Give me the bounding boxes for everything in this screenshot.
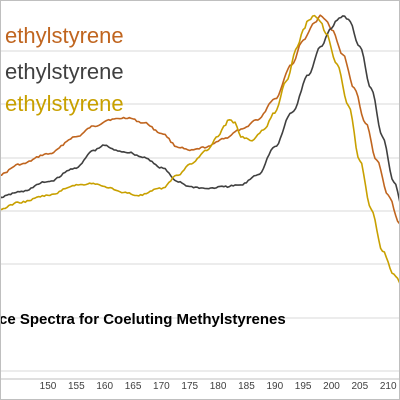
gridlines [1, 50, 399, 380]
legend-entry-3: ethylstyrene [5, 91, 124, 116]
x-tick-label: 175 [181, 381, 198, 392]
x-tick-label: 200 [323, 381, 340, 392]
x-tick-label: 170 [153, 381, 170, 392]
x-tick-label: 180 [210, 381, 227, 392]
series-layer [1, 14, 399, 284]
legend: ethylstyrene ethylstyrene ethylstyrene [5, 23, 124, 116]
x-tick-label: 205 [352, 381, 369, 392]
x-tick-label: 185 [238, 381, 255, 392]
x-axis-ticks: 1501551601651701751801851901952002052102… [40, 381, 397, 392]
legend-entry-1: ethylstyrene [5, 23, 124, 48]
series-line-1 [1, 14, 399, 225]
legend-entry-2: ethylstyrene [5, 59, 124, 84]
chart-title: ce Spectra for Coeluting Methylstyrenes [1, 311, 286, 328]
x-tick-label: 190 [266, 381, 283, 392]
x-tick-label: 150 [40, 381, 57, 392]
x-tick-label: 165 [125, 381, 142, 392]
x-tick-label: 160 [96, 381, 113, 392]
x-tick-label: 195 [295, 381, 312, 392]
x-tick-label: 155 [68, 381, 85, 392]
series-line-2 [1, 15, 399, 202]
x-tick-label: 210 [380, 381, 397, 392]
series-line-3 [1, 14, 399, 284]
